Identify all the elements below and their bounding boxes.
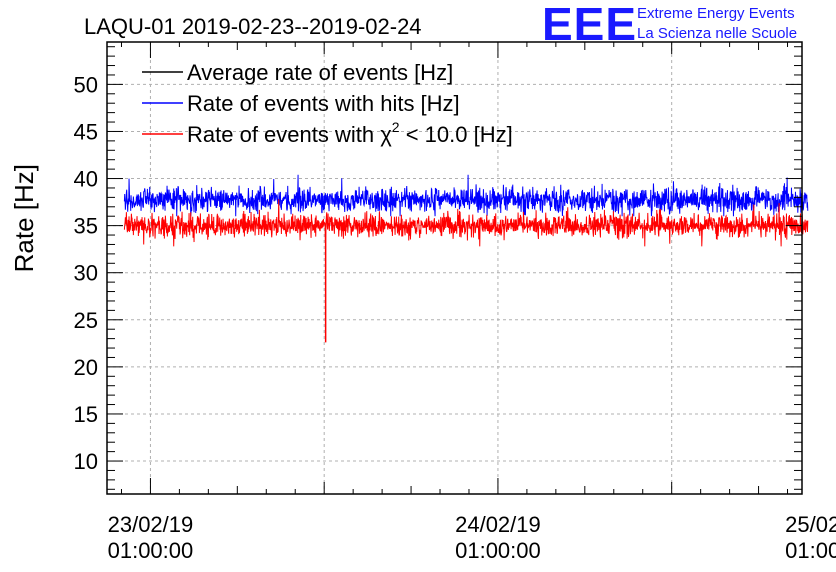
x-tick-label-time-1: 01:00:00	[455, 538, 541, 563]
y-tick-label-35: 35	[74, 214, 98, 239]
legend-label-avg: Average rate of events [Hz]	[187, 60, 453, 85]
y-tick-label-25: 25	[74, 308, 98, 333]
x-tick-label-time-0: 01:00:00	[108, 538, 194, 563]
y-tick-label-45: 45	[74, 119, 98, 144]
axis-ticks	[107, 42, 802, 494]
logo-line-2: La Scienza nelle Scuole	[637, 25, 797, 42]
x-tick-label-date-0: 23/02/19	[108, 512, 194, 537]
x-tick-label-time-2: 01:00:00	[785, 538, 836, 563]
legend-label-chi: Rate of events with χ2 < 10.0 [Hz]	[187, 119, 513, 147]
series-line-2	[123, 199, 809, 247]
plot-frame	[106, 41, 803, 495]
y-tick-label-15: 15	[74, 402, 98, 427]
y-tick-label-50: 50	[74, 72, 98, 97]
eee-logo: EEE Extreme Energy Events La Scienza nel…	[542, 0, 797, 50]
chart-title: LAQU-01 2019-02-23--2019-02-24	[84, 14, 422, 39]
logo-line-1: Extreme Energy Events	[637, 5, 795, 22]
y-tick-label-40: 40	[74, 167, 98, 192]
x-tick-labels: 23/02/1901:00:0024/02/1901:00:0025/02/19…	[108, 512, 836, 563]
legend-label-hits: Rate of events with hits [Hz]	[187, 91, 460, 116]
y-tick-labels: 10 15 20 25 30 35 40 45 50	[74, 72, 98, 474]
series-line-1	[123, 174, 809, 217]
x-tick-label-date-2: 25/02/19	[785, 512, 836, 537]
y-tick-label-10: 10	[74, 449, 98, 474]
y-axis-title: Rate [Hz]	[9, 164, 39, 272]
series-layer	[123, 174, 809, 343]
legend: Average rate of events [Hz] Rate of even…	[142, 60, 513, 147]
x-tick-label-date-1: 24/02/19	[455, 512, 541, 537]
y-tick-label-30: 30	[74, 261, 98, 286]
y-tick-label-20: 20	[74, 355, 98, 380]
